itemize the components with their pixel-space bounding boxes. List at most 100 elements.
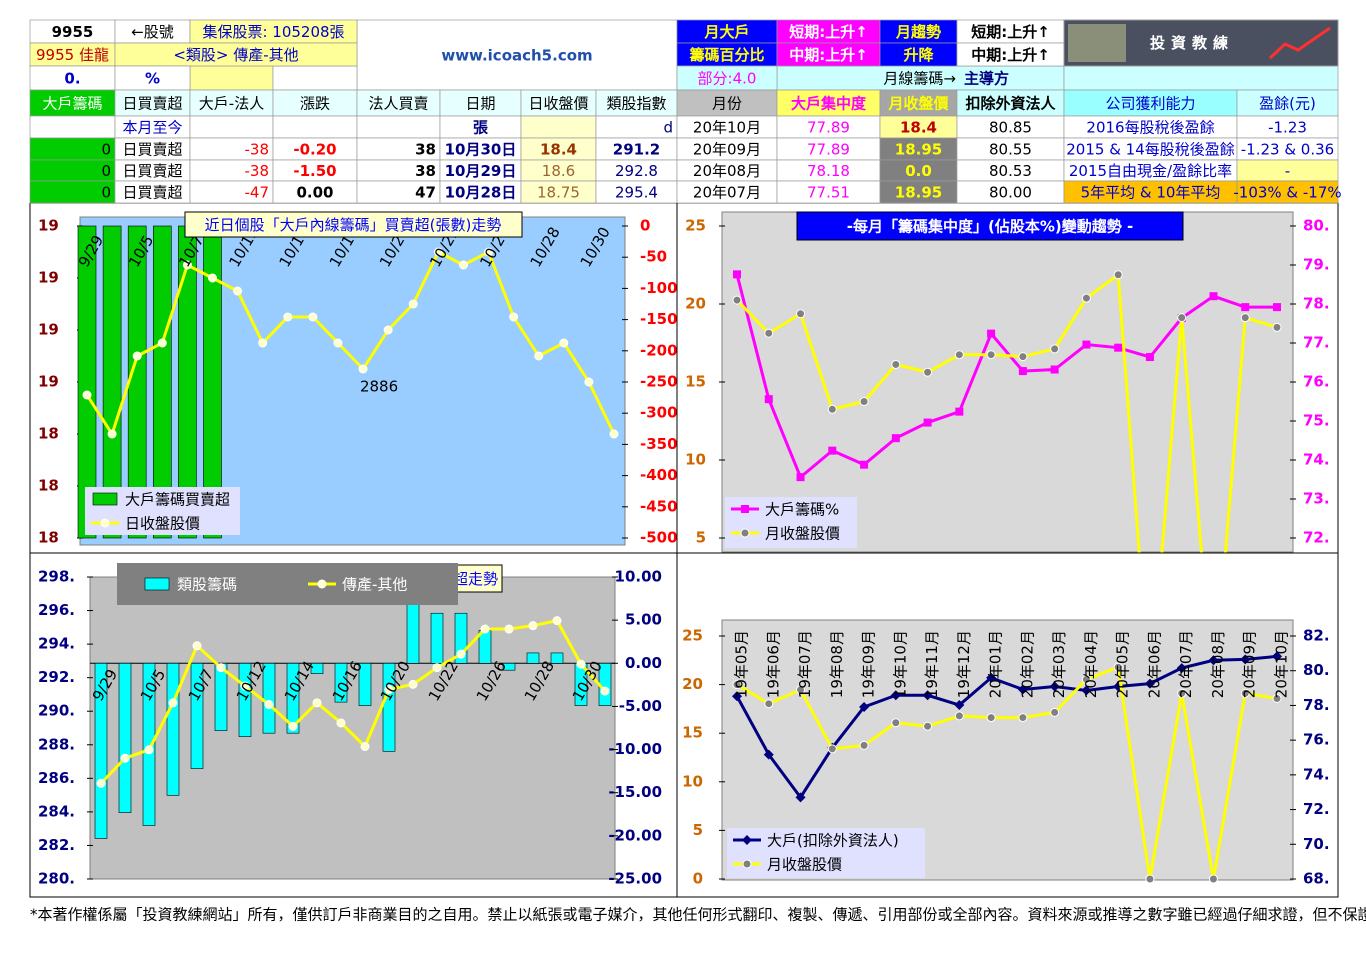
marker (1081, 685, 1092, 696)
axis-tick-label: 19 (38, 269, 59, 287)
marker (559, 338, 569, 348)
axis-tick-label: 298. (38, 568, 75, 586)
marker (742, 835, 752, 845)
legend-label: 大戶籌碼買賣超 (125, 491, 230, 509)
marker (923, 721, 933, 731)
marker (733, 270, 741, 279)
axis-tick-label: 0 (640, 217, 650, 235)
axis-tick-label: 10 (682, 772, 703, 790)
marker (1273, 303, 1281, 312)
legend-label: 月收盤股價 (767, 856, 842, 874)
axis-tick-label: 10 (685, 451, 706, 469)
marker (1050, 344, 1060, 354)
marker (528, 621, 538, 631)
marker (764, 395, 773, 404)
marker (891, 718, 901, 728)
cell-text: 扣除外資法人 (965, 95, 1056, 113)
cell-text: 80.53 (989, 162, 1032, 180)
line (735, 273, 1277, 480)
cell-text: 5年平均 & 10年平均 (1081, 184, 1221, 202)
axis-tick-label: 78. (1303, 295, 1330, 313)
cell-text: 日買賣超 (122, 95, 182, 113)
axis-tick-label: 25 (685, 217, 706, 235)
cell-text: -47 (245, 184, 270, 202)
logo-pic (1068, 24, 1126, 62)
marker (207, 273, 217, 283)
bar (502, 662, 516, 671)
series-group (77, 225, 619, 539)
cell-text: 77.89 (807, 119, 850, 137)
marker (120, 753, 130, 763)
marker (986, 713, 996, 723)
cell-text: 0 (101, 141, 111, 159)
marker (264, 700, 274, 710)
table-cell (189, 115, 274, 139)
axis-tick-label: 77. (1303, 334, 1330, 352)
marker (1208, 874, 1218, 884)
axis-tick-label: -300 (640, 404, 678, 422)
marker (796, 473, 805, 482)
marker (100, 518, 110, 528)
cell-text: 38 (415, 141, 436, 159)
axis-tick-label: 10.00 (615, 568, 662, 586)
axis-tick-label: 25 (682, 627, 703, 645)
marker (552, 616, 562, 626)
axis-tick-label: 76. (1303, 731, 1330, 749)
legend (727, 828, 925, 878)
axis-tick-label: 72. (1303, 800, 1330, 818)
x-tick-label: 19年06月 (764, 630, 782, 698)
table-cell (595, 89, 678, 117)
marker (986, 672, 997, 683)
table-cell (114, 65, 191, 91)
axis-tick-label: 72. (1303, 529, 1330, 547)
axis-tick-label: 0 (693, 870, 703, 888)
legend (117, 563, 458, 605)
cell-text: 中期:上升↑ (789, 46, 868, 64)
cell-text: 月收盤價 (887, 95, 949, 113)
cell-text: 月趨勢 (895, 23, 941, 41)
cell-text: 18.4 (900, 119, 937, 137)
table-cell (114, 42, 358, 67)
cell-text: 18.6 (542, 162, 575, 180)
cell-text: 80.55 (989, 141, 1032, 159)
footer: *本著作權係屬「投資教練網站」所有，僅供訂戶非商業目的之自用。禁止以紙張或電子媒… (30, 906, 1366, 924)
cell-text: - (1285, 162, 1290, 180)
marker (923, 367, 933, 377)
axis-tick-label: 20 (682, 675, 703, 693)
marker (859, 701, 870, 712)
cell-text: 公司獲利能力 (1105, 95, 1195, 113)
axis-tick-label: 15 (682, 724, 703, 742)
marker (609, 429, 619, 439)
cell-text: % (145, 70, 160, 88)
title-box (184, 211, 523, 238)
marker (1113, 662, 1123, 672)
marker (796, 309, 806, 319)
bar (166, 662, 180, 796)
cell-text: 月線籌碼→ (883, 70, 956, 88)
marker (432, 663, 442, 673)
x-tick-label: 20年09月 (1241, 630, 1259, 698)
legend-label: 傳產-其他 (342, 576, 407, 594)
legend-label: 大戶籌碼% (765, 501, 839, 519)
marker (308, 312, 318, 322)
bar (430, 612, 444, 664)
line (99, 618, 607, 785)
bar (358, 662, 372, 706)
marker (922, 690, 933, 701)
marker (1081, 293, 1091, 303)
cell-text: 日買賣超 (122, 141, 182, 159)
marker (258, 338, 268, 348)
axis-tick-label: 19 (38, 373, 59, 391)
cell-text: 短期:上升↑ (971, 23, 1050, 41)
cell-text: 18.95 (895, 184, 942, 202)
cell-text: 38 (415, 162, 436, 180)
marker (456, 649, 466, 659)
axis-tick-label: 19 (38, 217, 59, 235)
axis-tick-label: -500 (640, 529, 678, 547)
marker (827, 404, 837, 414)
axis-tick-label: 0.00 (625, 654, 662, 672)
bar (152, 225, 172, 539)
axis-tick-label: -20.00 (608, 826, 662, 844)
